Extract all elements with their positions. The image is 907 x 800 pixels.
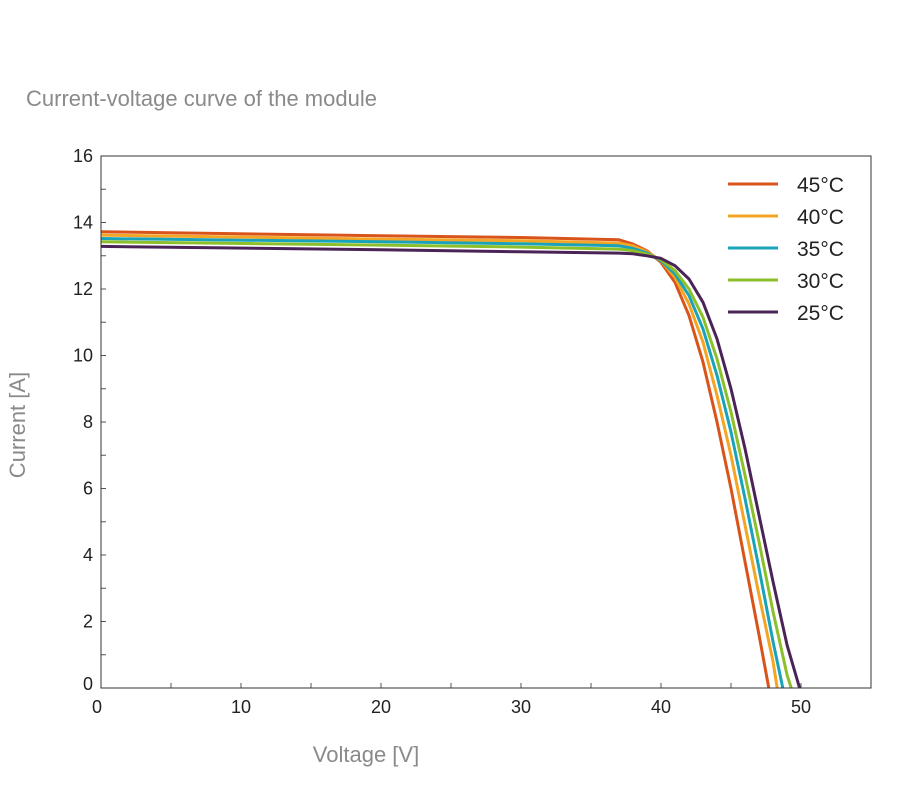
y-tick-label: 4 xyxy=(83,545,93,565)
x-tick-label: 10 xyxy=(231,697,251,717)
x-tick-label: 30 xyxy=(511,697,531,717)
legend: 45°C 40°C 35°C 30°C 25°C xyxy=(728,174,844,325)
chart-title: Current-voltage curve of the module xyxy=(26,86,377,111)
legend-label: 40°C xyxy=(797,206,844,229)
series-line-35C xyxy=(100,237,785,689)
x-tick-label: 20 xyxy=(371,697,391,717)
series-line-30C xyxy=(100,240,793,689)
series-line-25C xyxy=(100,244,802,689)
y-axis: 0 2 4 6 8 10 12 14 16 xyxy=(73,146,93,694)
y-tick-label: 8 xyxy=(83,412,93,432)
legend-label: 35°C xyxy=(797,238,844,261)
series-line-45C xyxy=(100,230,771,689)
x-axis: 0 10 20 30 40 50 xyxy=(92,697,811,717)
legend-label: 30°C xyxy=(797,270,844,293)
y-tick-label: 16 xyxy=(73,146,93,166)
x-tick-label: 50 xyxy=(791,697,811,717)
y-tick-label: 2 xyxy=(83,612,93,632)
y-tick-label: 12 xyxy=(73,279,93,299)
x-axis-label: Voltage [V] xyxy=(313,742,419,767)
series-line-40C xyxy=(100,233,779,689)
series-layer xyxy=(100,230,802,689)
legend-label: 25°C xyxy=(797,302,844,325)
y-axis-label: Current [A] xyxy=(5,372,30,478)
y-tick-label: 14 xyxy=(73,213,93,233)
y-tick-label: 0 xyxy=(83,674,93,694)
legend-label: 45°C xyxy=(797,174,844,197)
y-tick-label: 6 xyxy=(83,479,93,499)
plot-frame xyxy=(100,155,872,689)
x-tick-label: 40 xyxy=(651,697,671,717)
minor-ticks xyxy=(100,155,872,689)
x-tick-label: 0 xyxy=(92,697,102,717)
y-tick-label: 10 xyxy=(73,346,93,366)
